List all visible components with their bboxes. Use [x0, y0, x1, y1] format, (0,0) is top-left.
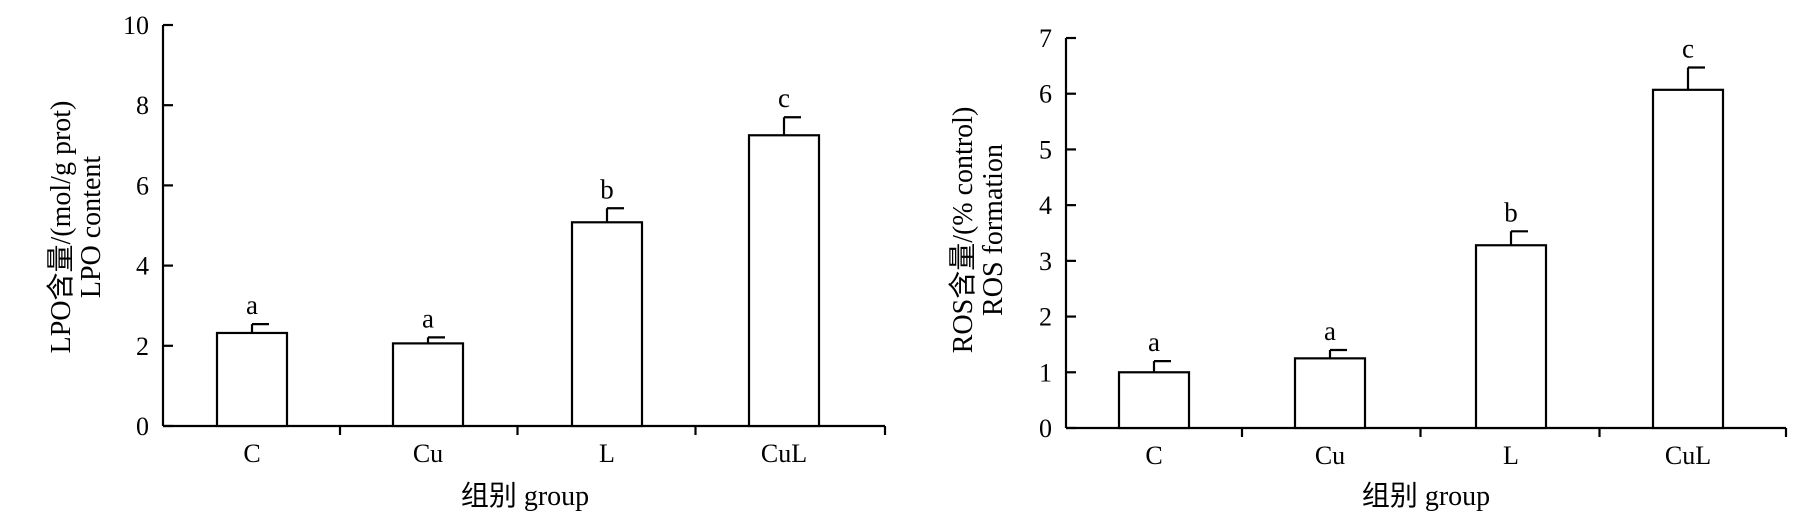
y-tick-label: 10 [123, 11, 149, 40]
x-tick-label-CuL: CuL [1665, 441, 1711, 470]
x-tick-label-L: L [1503, 441, 1519, 470]
x-tick-label-C: C [243, 439, 260, 468]
bar-CuL [747, 134, 821, 428]
bar-Cu [1293, 357, 1367, 430]
significance-label-CuL: c [778, 83, 790, 113]
significance-label-L: b [1504, 197, 1518, 227]
y-tick-label: 4 [1039, 191, 1052, 220]
y-axis-title-line2: LPO content [76, 156, 107, 299]
x-tick-label-Cu: Cu [413, 439, 443, 468]
y-axis-title-line1: LPO含量/(mol/g prot) [45, 101, 77, 354]
bar-CuL [1651, 88, 1725, 430]
y-axis-title-line2: ROS formation [978, 144, 1009, 316]
y-tick-label: 4 [136, 252, 149, 281]
significance-label-CuL: c [1682, 34, 1694, 64]
y-tick-label: 2 [136, 332, 149, 361]
y-tick-label: 2 [1039, 303, 1052, 332]
significance-label-Cu: a [422, 303, 434, 333]
y-tick-label: 8 [136, 91, 149, 120]
y-tick-label: 6 [136, 171, 149, 200]
ros-chart: ROS含量/(% control) ROS formation 0 1 2 3 4 5 6 7… [947, 24, 1788, 512]
lpo-chart: LPO含量/(mol/g prot) LPO content 0 2 4 6 8 10 a C… [45, 11, 887, 512]
x-axis-title: 组别 group [461, 480, 589, 512]
x-tick-label-L: L [599, 439, 615, 468]
y-tick-label: 7 [1039, 24, 1052, 53]
y-axis-title-line1: ROS含量/(% control) [947, 107, 979, 354]
bar-C [1117, 371, 1191, 430]
y-tick-label: 3 [1039, 247, 1052, 276]
significance-label-L: b [600, 174, 614, 204]
bar-Cu [391, 342, 465, 428]
y-tick-label: 0 [1039, 414, 1052, 443]
bar-L [1474, 244, 1548, 430]
significance-label-C: a [246, 290, 258, 320]
y-tick-label: 5 [1039, 135, 1052, 164]
x-tick-label-Cu: Cu [1315, 441, 1345, 470]
significance-label-C: a [1148, 327, 1160, 357]
bar-L [570, 221, 644, 428]
x-tick-label-C: C [1145, 441, 1162, 470]
x-tick-label-CuL: CuL [761, 439, 807, 468]
y-tick-label: 6 [1039, 80, 1052, 109]
plot-area: 0 2 4 6 8 10 a Ca Cu b Lc CuL [123, 11, 887, 468]
plot-area: 0 1 2 3 4 5 6 7 a Ca Cu b Lc CuL [1039, 24, 1788, 470]
y-tick-label: 0 [136, 412, 149, 441]
significance-label-Cu: a [1324, 316, 1336, 346]
x-axis-title: 组别 group [1362, 480, 1490, 512]
bar-C [215, 331, 289, 428]
y-tick-label: 1 [1039, 358, 1052, 387]
